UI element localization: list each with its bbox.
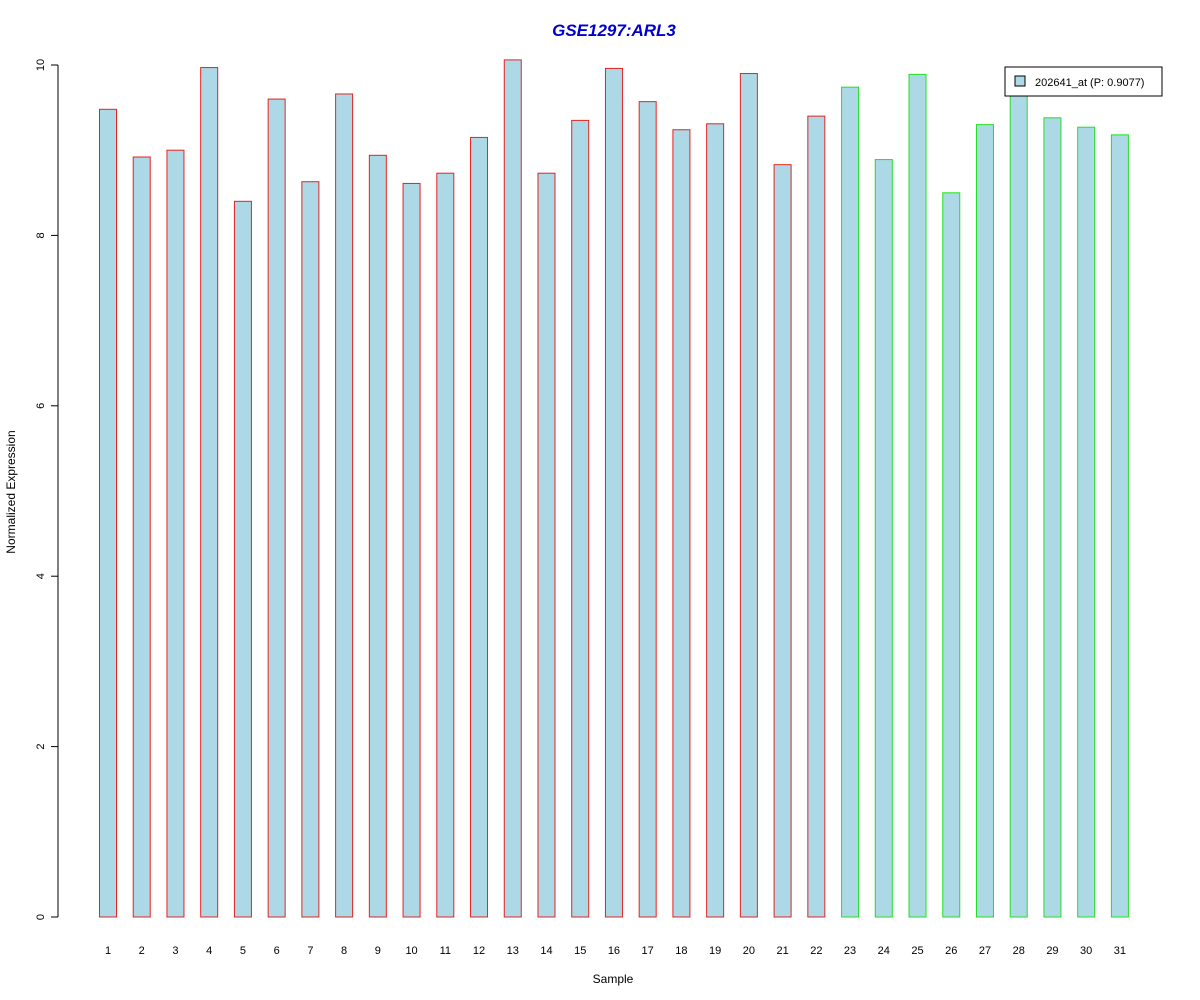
chart-title: GSE1297:ARL3 bbox=[552, 21, 676, 40]
bar bbox=[267, 98, 286, 918]
x-tick-label: 30 bbox=[1080, 945, 1092, 957]
x-tick-label: 14 bbox=[540, 945, 552, 957]
x-tick-label: 12 bbox=[473, 945, 485, 957]
y-tick-label: 4 bbox=[35, 573, 47, 579]
bar bbox=[1077, 126, 1096, 918]
bar bbox=[604, 67, 623, 918]
bar bbox=[99, 108, 117, 918]
x-tick-label: 24 bbox=[878, 945, 890, 957]
bar bbox=[368, 154, 387, 918]
x-tick-label: 17 bbox=[642, 945, 654, 957]
bar bbox=[841, 86, 860, 918]
bar bbox=[942, 192, 961, 918]
x-tick-label: 2 bbox=[139, 945, 145, 957]
bar bbox=[706, 123, 725, 918]
bar bbox=[874, 159, 893, 918]
x-axis: 1 2 3 4 5 6 7 8 9 10 11 12 13 14 15 16 17 18 19 20 21 22 23 24 2… bbox=[105, 945, 1126, 957]
bar bbox=[571, 119, 590, 918]
bar bbox=[672, 129, 691, 918]
y-tick-label: 10 bbox=[35, 59, 47, 71]
x-tick-label: 7 bbox=[307, 945, 313, 957]
x-tick-label: 10 bbox=[405, 945, 417, 957]
x-tick-label: 29 bbox=[1046, 945, 1058, 957]
x-tick-label: 1 bbox=[105, 945, 111, 957]
bar bbox=[1009, 90, 1028, 918]
x-tick-label: 19 bbox=[709, 945, 721, 957]
bar bbox=[1043, 117, 1062, 918]
x-tick-label: 23 bbox=[844, 945, 856, 957]
x-tick-label: 15 bbox=[574, 945, 586, 957]
x-tick-label: 16 bbox=[608, 945, 620, 957]
bar bbox=[975, 124, 994, 918]
x-tick-label: 11 bbox=[440, 945, 451, 957]
bar bbox=[773, 164, 792, 918]
y-tick-label: 0 bbox=[35, 914, 47, 920]
bar bbox=[233, 200, 252, 918]
bar bbox=[301, 181, 320, 918]
x-tick-label: 18 bbox=[675, 945, 687, 957]
y-tick-label: 8 bbox=[35, 232, 47, 238]
bar bbox=[908, 73, 927, 918]
bar bbox=[638, 101, 657, 918]
bar bbox=[503, 59, 522, 918]
legend-box bbox=[1004, 66, 1163, 97]
x-tick-label: 21 bbox=[776, 945, 788, 957]
bar bbox=[402, 182, 421, 918]
x-tick-label: 9 bbox=[375, 945, 381, 957]
bar bbox=[739, 73, 758, 918]
x-tick-label: 4 bbox=[206, 945, 212, 957]
legend: 202641_at (P: 0.9077) bbox=[1004, 66, 1163, 97]
x-axis-label: Sample bbox=[593, 972, 634, 986]
bar bbox=[132, 156, 151, 918]
y-axis-label: Normalized Expression bbox=[4, 430, 18, 553]
x-tick-label: 28 bbox=[1013, 945, 1025, 957]
bars bbox=[99, 59, 1129, 918]
legend-label: 202641_at (P: 0.9077) bbox=[1035, 77, 1144, 89]
bar bbox=[1110, 134, 1129, 918]
y-axis: 0 2 4 6 8 10 bbox=[35, 59, 59, 920]
bar bbox=[436, 172, 455, 918]
bar bbox=[537, 172, 556, 918]
x-tick-label: 6 bbox=[274, 945, 280, 957]
y-tick-label: 2 bbox=[35, 744, 47, 750]
x-tick-label: 31 bbox=[1114, 945, 1126, 957]
y-tick-label: 6 bbox=[35, 403, 47, 409]
bar bbox=[335, 93, 354, 918]
bar bbox=[166, 149, 185, 918]
x-tick-label: 5 bbox=[240, 945, 246, 957]
x-tick-label: 26 bbox=[945, 945, 957, 957]
bar bbox=[470, 136, 489, 918]
x-tick-label: 25 bbox=[911, 945, 923, 957]
x-tick-label: 13 bbox=[507, 945, 519, 957]
bar bbox=[807, 115, 826, 918]
x-tick-label: 27 bbox=[979, 945, 991, 957]
bar bbox=[200, 67, 219, 918]
x-tick-label: 8 bbox=[341, 945, 347, 957]
legend-swatch bbox=[1014, 75, 1026, 87]
x-tick-label: 3 bbox=[172, 945, 178, 957]
x-tick-label: 20 bbox=[743, 945, 755, 957]
x-tick-label: 22 bbox=[810, 945, 822, 957]
